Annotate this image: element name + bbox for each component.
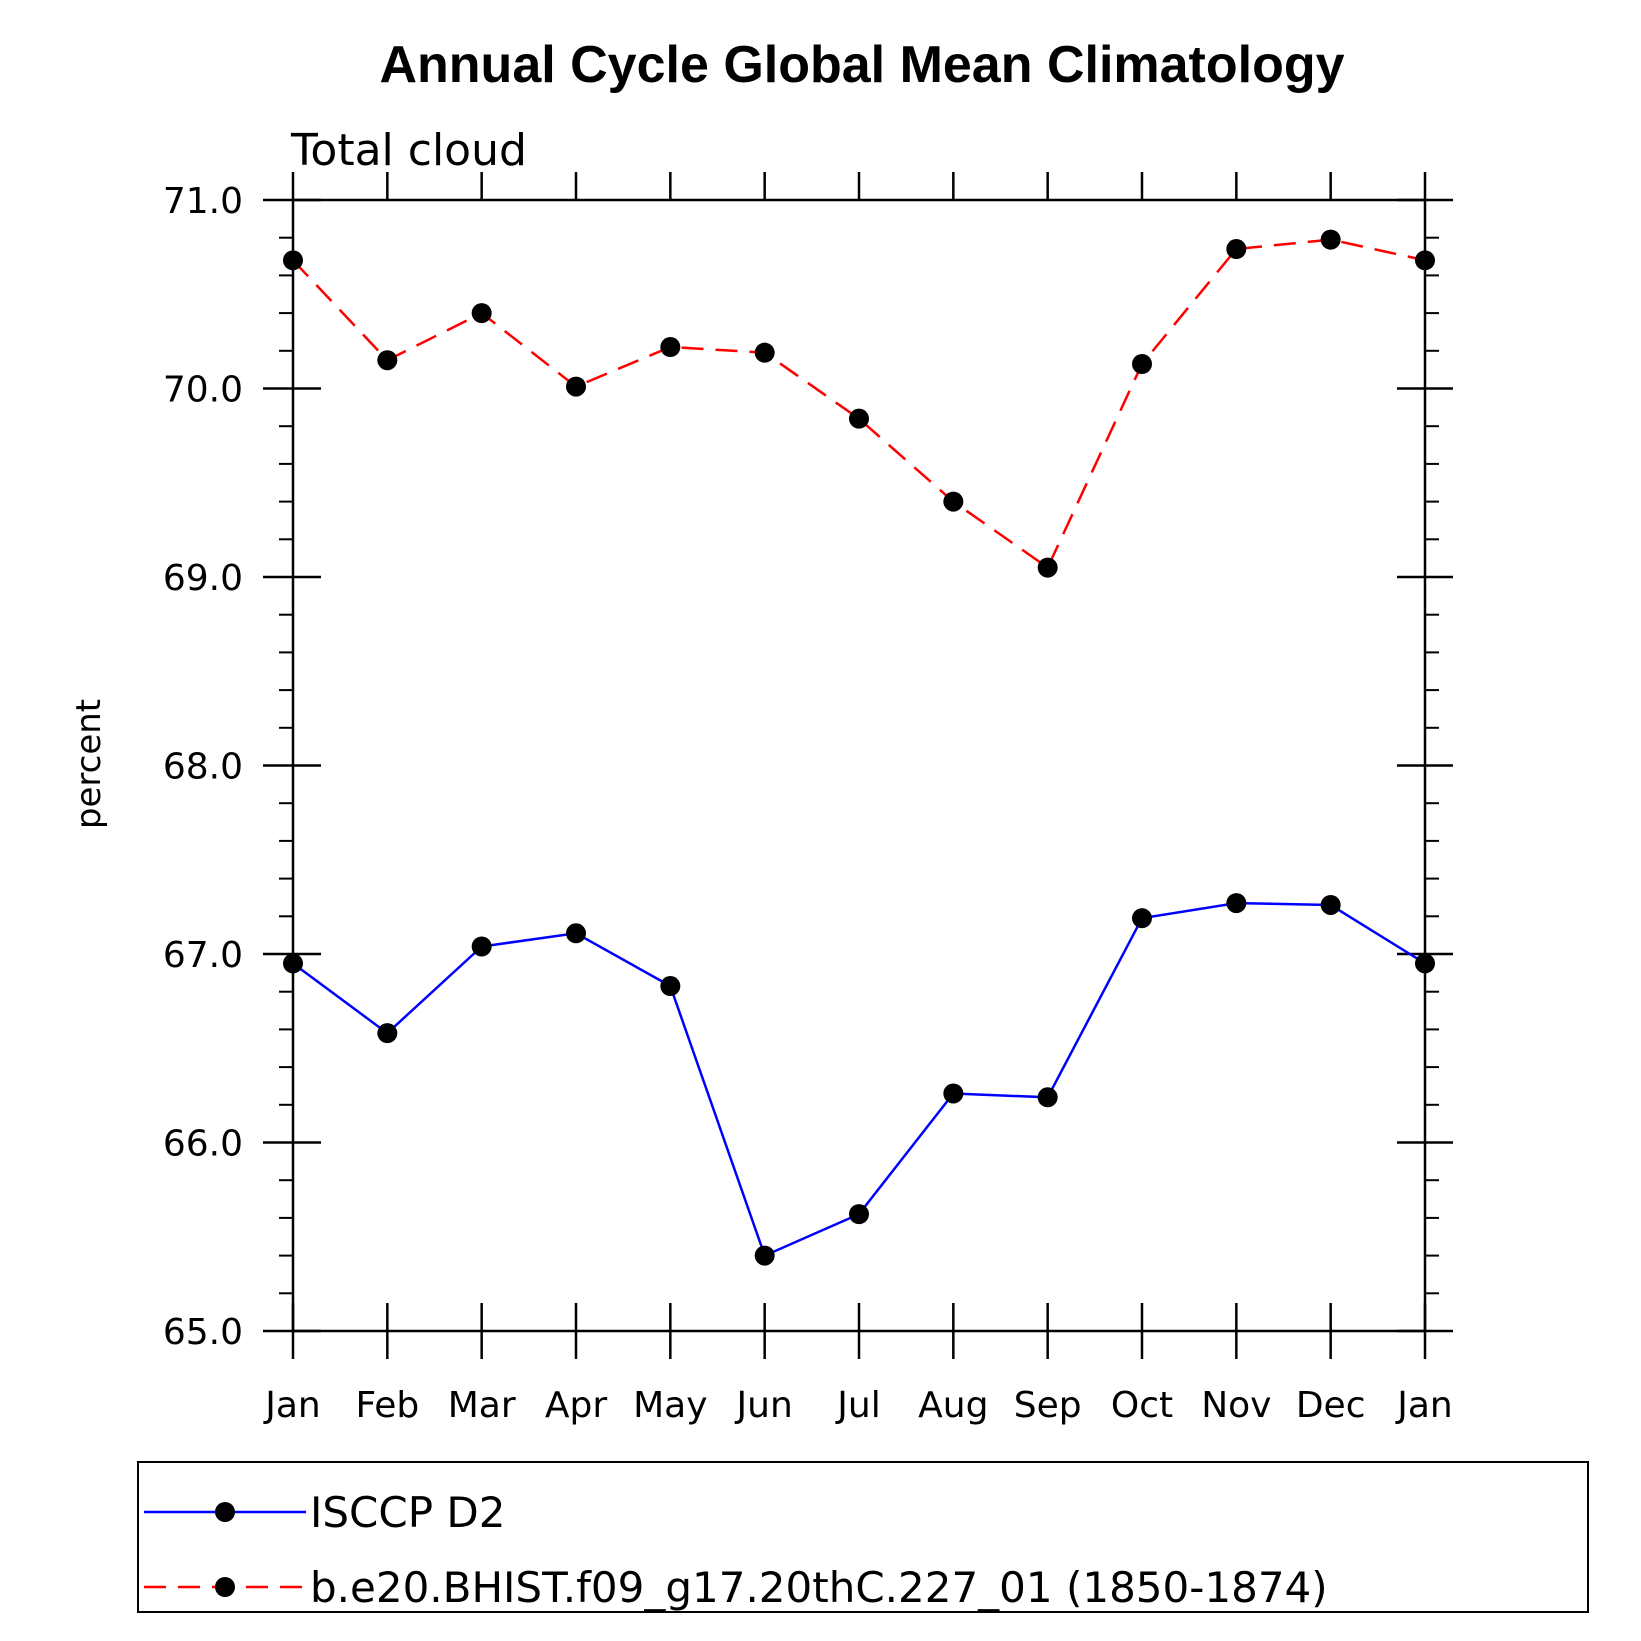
- x-tick-label: Mar: [448, 1385, 516, 1426]
- data-point: [754, 1245, 775, 1266]
- y-tick-label: 67.0: [163, 935, 243, 976]
- plot-axes: [291, 198, 1427, 1333]
- x-tick-label: Aug: [918, 1385, 988, 1426]
- legend-marker-1: [215, 1502, 235, 1522]
- axis-ticks: Jan Feb Mar Apr May Jun Jul Aug Sep Oct Nov Dec Jan 6…: [163, 172, 1453, 1426]
- data-point: [943, 491, 964, 512]
- x-tick-label: Sep: [1014, 1385, 1082, 1426]
- data-point: [283, 250, 303, 271]
- data-point: [849, 1204, 869, 1225]
- x-tick-label: Feb: [355, 1385, 419, 1426]
- data-point: [566, 923, 586, 944]
- data-point: [1226, 893, 1247, 914]
- data-point: [1320, 229, 1341, 250]
- x-tick-label: Oct: [1111, 1385, 1173, 1426]
- y-tick-label: 69.0: [163, 558, 243, 599]
- legend-label-2: b.e20.BHIST.f09_g17.20thC.227_01 (1850-1…: [310, 1563, 1328, 1612]
- data-point: [849, 408, 869, 429]
- data-point: [377, 1023, 398, 1044]
- data-point: [471, 936, 492, 957]
- data-point: [1037, 557, 1058, 578]
- legend-box: [137, 1461, 1589, 1613]
- series-line-2: [292, 238, 1426, 570]
- data-point: [943, 1083, 964, 1104]
- y-tick-label: 65.0: [163, 1312, 243, 1353]
- data-point: [377, 350, 398, 371]
- x-tick-label: Apr: [545, 1385, 607, 1426]
- data-point: [1415, 250, 1435, 271]
- legend-label-1: ISCCP D2: [310, 1488, 505, 1537]
- y-tick-label: 70.0: [163, 370, 243, 411]
- data-point: [1320, 894, 1341, 915]
- data-point: [660, 337, 681, 358]
- legend-marker-2: [215, 1577, 235, 1597]
- legend: ISCCP D2 b.e20.BHIST.f09_g17.20thC.227_01…: [137, 1461, 1589, 1613]
- data-point: [1132, 353, 1152, 374]
- data-point: [1415, 953, 1435, 974]
- data-point: [1226, 239, 1247, 260]
- y-tick-label: 66.0: [163, 1124, 243, 1165]
- x-tick-label: Dec: [1296, 1385, 1366, 1426]
- y-axis-label: percent: [69, 699, 109, 829]
- series-layer: [283, 229, 1435, 1266]
- data-point: [1037, 1087, 1058, 1108]
- data-point: [283, 953, 303, 974]
- data-point: [566, 376, 586, 397]
- x-tick-label: Jul: [835, 1385, 880, 1426]
- chart-title: Annual Cycle Global Mean Climatology: [379, 36, 1344, 94]
- series-line-1: [292, 901, 1426, 1258]
- data-point: [754, 342, 775, 363]
- y-tick-label: 68.0: [163, 747, 243, 788]
- x-tick-label: Nov: [1201, 1385, 1271, 1426]
- x-tick-label: Jan: [1395, 1385, 1453, 1426]
- chart-subtitle: Total cloud: [290, 125, 527, 176]
- plot-frame: [291, 198, 1427, 1333]
- x-tick-label: Jan: [263, 1385, 321, 1426]
- data-point: [660, 976, 681, 997]
- data-point: [1132, 908, 1152, 929]
- y-tick-label: 71.0: [163, 181, 243, 222]
- x-tick-label: Jun: [735, 1385, 793, 1426]
- data-point: [471, 303, 492, 324]
- x-tick-label: May: [633, 1385, 707, 1426]
